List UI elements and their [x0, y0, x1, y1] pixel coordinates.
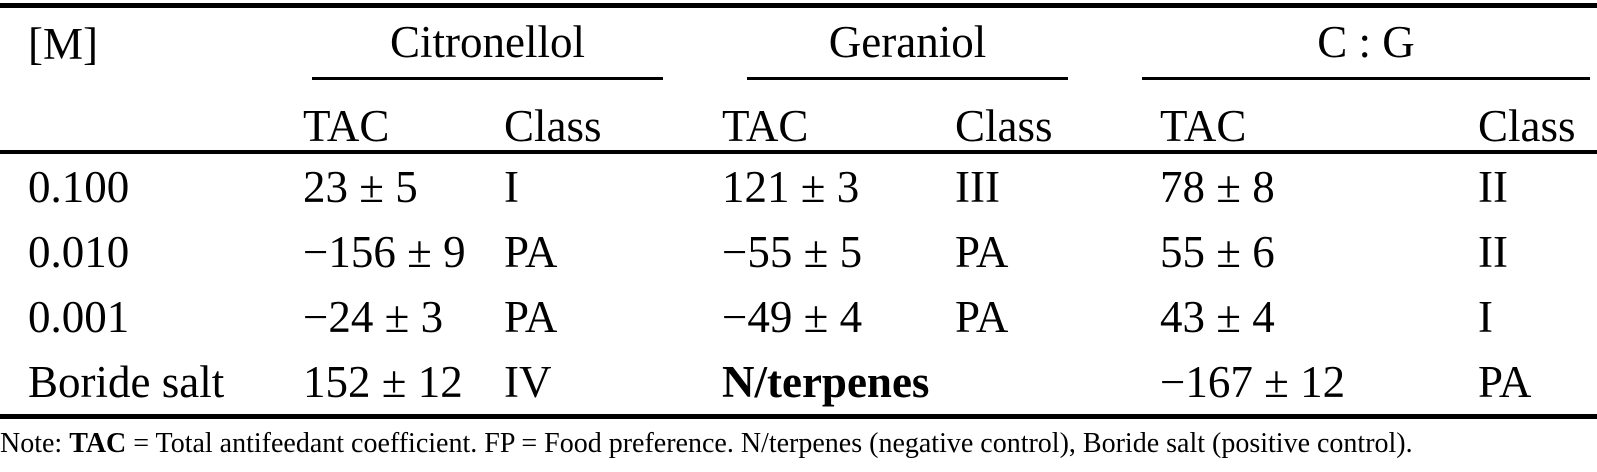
- table-row: Boride salt 152 ± 12 IV N/terpenes −167 …: [0, 349, 1597, 414]
- table-row: 0.010 −156 ± 9 PA −55 ± 5 PA 55 ± 6 II: [0, 219, 1597, 284]
- cg-class-value: II: [1478, 226, 1508, 277]
- cg-tac-value: 43 ± 4: [1160, 291, 1275, 342]
- table-row: 0.100 23 ± 5 I 121 ± 3 III 78 ± 8 II: [0, 154, 1597, 219]
- geraniol-tac-value: N/terpenes: [722, 356, 930, 407]
- table-top-rule: [0, 3, 1597, 8]
- citronellol-tac-value: −156 ± 9: [303, 226, 466, 277]
- footnote-bold-term: TAC: [69, 428, 127, 459]
- row-label: 0.010: [28, 226, 130, 277]
- subheader-cg-class: Class: [1478, 100, 1576, 151]
- cg-class-value: II: [1478, 161, 1508, 212]
- header-body-rule: [0, 150, 1597, 154]
- row-label: 0.100: [28, 161, 130, 212]
- subheader-geraniol-tac: TAC: [722, 100, 809, 151]
- cg-class-value: I: [1478, 291, 1493, 342]
- cg-spanner-rule: [1142, 77, 1590, 80]
- geraniol-class-value: III: [955, 161, 1000, 212]
- table-row: 0.001 −24 ± 3 PA −49 ± 4 PA 43 ± 4 I: [0, 284, 1597, 349]
- geraniol-spanner-rule: [747, 77, 1068, 80]
- group-header-row: [M] Citronellol Geraniol C : G: [0, 8, 1597, 80]
- group-label-geraniol: Geraniol: [828, 17, 987, 67]
- geraniol-class-value: PA: [955, 226, 1009, 277]
- citronellol-tac-value: −24 ± 3: [303, 291, 444, 342]
- geraniol-class-value: [955, 349, 1160, 414]
- group-header-cg-ratio: C : G: [1142, 8, 1597, 80]
- geraniol-tac-value: 121 ± 3: [722, 161, 860, 212]
- cg-tac-value: 78 ± 8: [1160, 161, 1275, 212]
- geraniol-tac-value: −55 ± 5: [722, 226, 863, 277]
- subheader-cg-tac: TAC: [1160, 100, 1247, 151]
- group-label-cg-ratio: C : G: [1317, 17, 1415, 67]
- subheader-row: TAC Class TAC Class TAC Class: [0, 80, 1597, 150]
- footnote-text: = Total antifeedant coefficient. FP = Fo…: [126, 428, 1413, 459]
- concentration-column-header: [M]: [28, 19, 98, 69]
- citronellol-class-value: I: [504, 161, 519, 212]
- group-header-geraniol: Geraniol: [722, 8, 1160, 80]
- geraniol-tac-value: −49 ± 4: [722, 291, 863, 342]
- subheader-spacer: [28, 80, 303, 150]
- cg-class-value: PA: [1478, 356, 1532, 407]
- cg-tac-value: 55 ± 6: [1160, 226, 1275, 277]
- subheader-citronellol-tac: TAC: [303, 100, 390, 151]
- subheader-geraniol-class: Class: [955, 100, 1053, 151]
- group-label-citronellol: Citronellol: [390, 17, 585, 67]
- citronellol-class-value: PA: [504, 291, 558, 342]
- citronellol-spanner-rule: [312, 77, 663, 80]
- antifeedant-table: [M] Citronellol Geraniol C : G TAC Class…: [0, 3, 1597, 461]
- row-label: Boride salt: [28, 356, 225, 407]
- cg-tac-value: −167 ± 12: [1160, 356, 1346, 407]
- subheader-citronellol-class: Class: [504, 100, 602, 151]
- table-bottom-rule: [0, 414, 1597, 419]
- geraniol-class-value: PA: [955, 291, 1009, 342]
- row-label: 0.001: [28, 291, 130, 342]
- citronellol-tac-value: 23 ± 5: [303, 161, 418, 212]
- group-header-citronellol: Citronellol: [303, 8, 722, 80]
- footnote-prefix: Note:: [0, 428, 70, 459]
- citronellol-class-value: IV: [504, 356, 552, 407]
- table-footnote: Note: TAC = Total antifeedant coefficien…: [0, 419, 1597, 461]
- citronellol-class-value: PA: [504, 226, 558, 277]
- citronellol-tac-value: 152 ± 12: [303, 356, 463, 407]
